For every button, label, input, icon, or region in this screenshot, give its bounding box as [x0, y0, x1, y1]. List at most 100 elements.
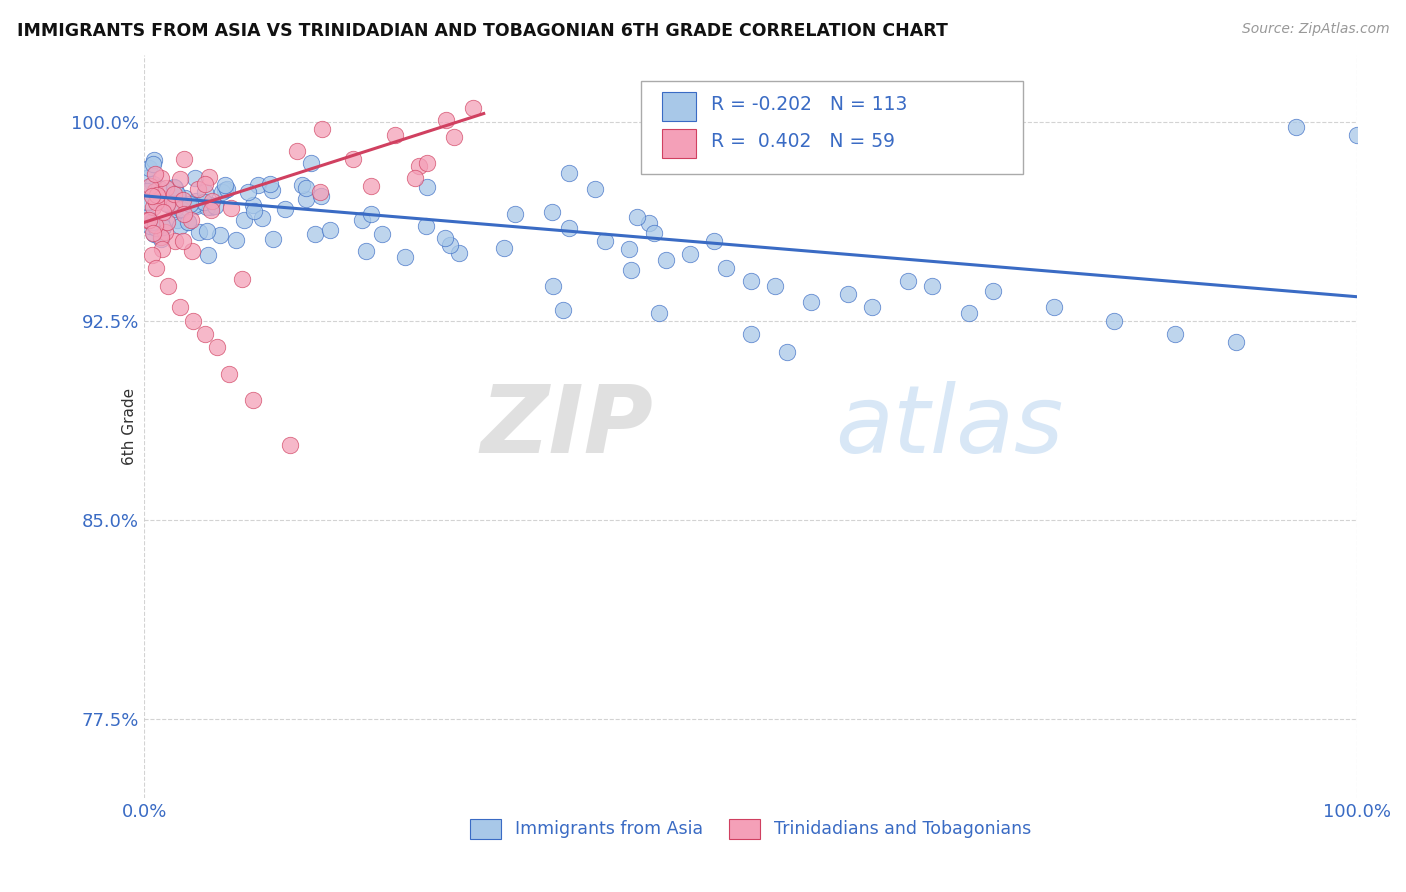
Point — [194, 186, 217, 200]
Point — [142, 200, 165, 214]
Point — [170, 202, 193, 216]
Point — [360, 178, 382, 193]
Point — [177, 215, 200, 229]
Point — [291, 178, 314, 193]
Point — [193, 195, 215, 210]
Point — [299, 156, 322, 170]
Point — [541, 278, 564, 293]
Point — [162, 196, 184, 211]
Point — [187, 182, 209, 196]
Point — [593, 234, 616, 248]
Point — [138, 219, 160, 233]
Point — [1225, 334, 1247, 349]
Point — [243, 204, 266, 219]
Point — [173, 191, 195, 205]
Point — [177, 215, 200, 229]
Text: Source: ZipAtlas.com: Source: ZipAtlas.com — [1241, 22, 1389, 37]
Point — [921, 279, 943, 293]
Bar — [662, 92, 696, 120]
Point — [184, 199, 207, 213]
Point — [1164, 326, 1187, 341]
Point — [198, 169, 221, 184]
Point — [156, 196, 179, 211]
Point — [194, 326, 217, 341]
Point — [360, 206, 382, 220]
Point — [143, 184, 166, 198]
Point — [145, 260, 167, 275]
Point — [142, 177, 165, 191]
Point — [160, 200, 183, 214]
Point — [215, 182, 238, 196]
Point — [242, 393, 264, 408]
Text: atlas: atlas — [835, 381, 1064, 472]
Point — [156, 215, 179, 229]
Point — [319, 222, 342, 236]
Point — [311, 122, 333, 136]
Point — [166, 187, 188, 202]
Point — [150, 171, 173, 186]
Legend: Immigrants from Asia, Trinidadians and Tobagonians: Immigrants from Asia, Trinidadians and T… — [463, 812, 1039, 846]
Point — [194, 177, 217, 191]
Point — [163, 181, 186, 195]
Point — [551, 302, 574, 317]
Point — [278, 438, 301, 452]
Point — [740, 326, 762, 341]
Point — [143, 194, 166, 208]
Point — [352, 213, 374, 227]
Point — [957, 306, 980, 320]
Point — [172, 235, 194, 249]
Point — [260, 183, 283, 197]
Point — [433, 231, 456, 245]
Point — [135, 171, 157, 186]
Point — [626, 211, 648, 225]
Point — [208, 227, 231, 242]
Point — [295, 193, 318, 207]
Point — [242, 198, 264, 212]
Point — [214, 183, 236, 197]
Point — [557, 220, 579, 235]
Point — [837, 287, 859, 301]
Point — [259, 177, 281, 191]
Point — [285, 144, 308, 158]
Point — [211, 185, 233, 199]
Point — [141, 215, 163, 229]
Point — [541, 204, 564, 219]
Point — [1285, 120, 1308, 134]
Point — [169, 219, 191, 233]
Point — [169, 171, 191, 186]
Point — [394, 250, 416, 264]
Point — [416, 156, 439, 170]
Point — [141, 248, 163, 262]
Text: R = -0.202   N = 113: R = -0.202 N = 113 — [710, 95, 907, 113]
Point — [463, 101, 485, 115]
Point — [195, 224, 218, 238]
Point — [384, 128, 406, 142]
Point — [197, 248, 219, 262]
Point — [150, 242, 173, 256]
Point — [219, 201, 242, 215]
Point — [214, 178, 236, 192]
Point — [142, 157, 165, 171]
Y-axis label: 6th Grade: 6th Grade — [122, 388, 138, 466]
Point — [179, 197, 201, 211]
Point — [201, 194, 224, 208]
Point — [187, 225, 209, 239]
Point — [181, 244, 204, 259]
Point — [205, 340, 228, 354]
Point — [135, 184, 157, 198]
Point — [295, 181, 318, 195]
Point — [370, 227, 392, 241]
Point — [163, 187, 186, 202]
Point — [166, 190, 188, 204]
Bar — [662, 129, 696, 158]
Point — [1104, 313, 1126, 327]
Point — [505, 207, 527, 221]
Point — [163, 180, 186, 194]
Point — [138, 161, 160, 175]
Point — [150, 191, 173, 205]
Point — [557, 166, 579, 180]
Point — [157, 279, 180, 293]
Point — [146, 188, 169, 202]
Point — [1346, 128, 1368, 142]
Point — [638, 216, 661, 230]
